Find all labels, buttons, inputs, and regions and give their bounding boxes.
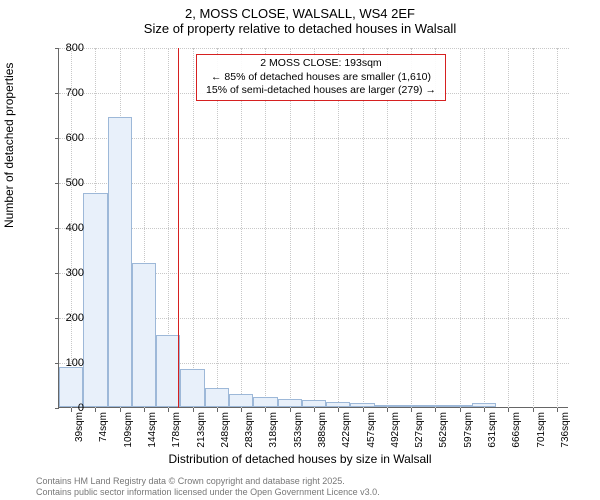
histogram-bar xyxy=(448,405,472,407)
y-axis-label: Number of detached properties xyxy=(2,63,16,228)
xtick-label: 178sqm xyxy=(171,412,182,448)
gridline-v xyxy=(217,48,218,408)
histogram-bar xyxy=(205,388,229,407)
histogram-bar xyxy=(278,399,302,407)
histogram-bar xyxy=(423,405,447,407)
xtick-label: 39sqm xyxy=(74,412,85,442)
gridline-v xyxy=(314,48,315,408)
xtick-mark xyxy=(338,408,339,412)
xtick-label: 109sqm xyxy=(123,412,134,448)
title-block: 2, MOSS CLOSE, WALSALL, WS4 2EF Size of … xyxy=(0,0,600,36)
xtick-mark xyxy=(193,408,194,412)
xtick-mark xyxy=(484,408,485,412)
ytick-label: 700 xyxy=(48,87,84,99)
xtick-label: 318sqm xyxy=(268,412,279,448)
xtick-label: 736sqm xyxy=(560,412,571,448)
xtick-label: 144sqm xyxy=(147,412,158,448)
xtick-label: 597sqm xyxy=(463,412,474,448)
gridline-v xyxy=(290,48,291,408)
xtick-mark xyxy=(120,408,121,412)
ytick-label: 100 xyxy=(48,357,84,369)
histogram-bar xyxy=(375,405,399,407)
xtick-mark xyxy=(533,408,534,412)
gridline-v xyxy=(338,48,339,408)
annotation-line2: ← 85% of detached houses are smaller (1,… xyxy=(203,71,439,85)
xtick-label: 283sqm xyxy=(244,412,255,448)
xtick-mark xyxy=(411,408,412,412)
annotation-box: 2 MOSS CLOSE: 193sqm ← 85% of detached h… xyxy=(196,54,446,101)
histogram-bar xyxy=(108,117,132,407)
xtick-mark xyxy=(265,408,266,412)
ytick-label: 400 xyxy=(48,222,84,234)
gridline-v xyxy=(363,48,364,408)
marker-line xyxy=(178,48,179,408)
gridline-v xyxy=(411,48,412,408)
gridline-v xyxy=(557,48,558,408)
ytick-label: 500 xyxy=(48,177,84,189)
gridline-v xyxy=(508,48,509,408)
xtick-mark xyxy=(557,408,558,412)
footer-line2: Contains public sector information licen… xyxy=(36,487,380,498)
xtick-mark xyxy=(314,408,315,412)
histogram-bar xyxy=(253,397,277,407)
xtick-mark xyxy=(144,408,145,412)
xtick-mark xyxy=(241,408,242,412)
xtick-mark xyxy=(435,408,436,412)
xtick-label: 388sqm xyxy=(317,412,328,448)
gridline-v xyxy=(241,48,242,408)
histogram-bar xyxy=(302,400,326,407)
ytick-label: 300 xyxy=(48,267,84,279)
chart-container: 2, MOSS CLOSE, WALSALL, WS4 2EF Size of … xyxy=(0,0,600,500)
gridline-v xyxy=(484,48,485,408)
xtick-mark xyxy=(508,408,509,412)
x-axis-label: Distribution of detached houses by size … xyxy=(0,452,600,466)
chart-area: 39sqm74sqm109sqm144sqm178sqm213sqm248sqm… xyxy=(58,48,568,408)
gridline-v xyxy=(387,48,388,408)
gridline-v xyxy=(460,48,461,408)
gridline-v xyxy=(265,48,266,408)
title-line1: 2, MOSS CLOSE, WALSALL, WS4 2EF xyxy=(0,6,600,21)
gridline-v xyxy=(193,48,194,408)
histogram-bar xyxy=(326,402,350,407)
histogram-bar xyxy=(180,369,204,407)
xtick-label: 74sqm xyxy=(98,412,109,442)
plot-region: 39sqm74sqm109sqm144sqm178sqm213sqm248sqm… xyxy=(58,48,568,408)
xtick-label: 353sqm xyxy=(293,412,304,448)
xtick-mark xyxy=(95,408,96,412)
xtick-label: 562sqm xyxy=(438,412,449,448)
ytick-label: 0 xyxy=(48,402,84,414)
histogram-bar xyxy=(229,394,253,408)
gridline-v xyxy=(435,48,436,408)
xtick-label: 701sqm xyxy=(536,412,547,448)
ytick-label: 200 xyxy=(48,312,84,324)
xtick-label: 527sqm xyxy=(414,412,425,448)
xtick-label: 457sqm xyxy=(366,412,377,448)
title-line2: Size of property relative to detached ho… xyxy=(0,21,600,36)
xtick-mark xyxy=(290,408,291,412)
ytick-label: 600 xyxy=(48,132,84,144)
xtick-label: 213sqm xyxy=(196,412,207,448)
xtick-mark xyxy=(460,408,461,412)
histogram-bar xyxy=(59,367,83,408)
xtick-label: 248sqm xyxy=(220,412,231,448)
histogram-bar xyxy=(399,405,423,407)
histogram-bar xyxy=(83,193,107,407)
xtick-mark xyxy=(217,408,218,412)
histogram-bar xyxy=(350,403,374,408)
xtick-label: 666sqm xyxy=(511,412,522,448)
histogram-bar xyxy=(132,263,156,407)
xtick-mark xyxy=(363,408,364,412)
annotation-line1: 2 MOSS CLOSE: 193sqm xyxy=(203,57,439,71)
xtick-label: 492sqm xyxy=(390,412,401,448)
xtick-mark xyxy=(168,408,169,412)
annotation-line3: 15% of semi-detached houses are larger (… xyxy=(203,84,439,98)
xtick-label: 631sqm xyxy=(487,412,498,448)
xtick-mark xyxy=(387,408,388,412)
xtick-label: 422sqm xyxy=(341,412,352,448)
histogram-bar xyxy=(472,403,496,408)
ytick-label: 800 xyxy=(48,42,84,54)
footer-attribution: Contains HM Land Registry data © Crown c… xyxy=(36,476,380,499)
gridline-v xyxy=(533,48,534,408)
footer-line1: Contains HM Land Registry data © Crown c… xyxy=(36,476,380,487)
